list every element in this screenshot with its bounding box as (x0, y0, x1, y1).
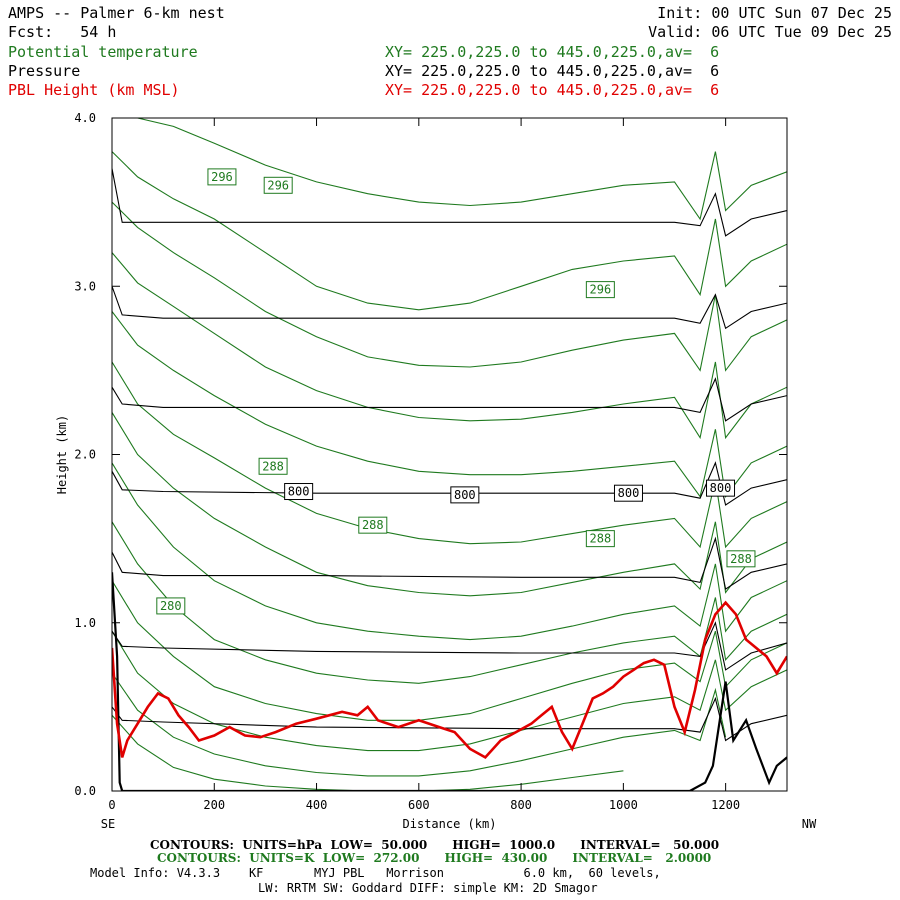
contour-label-box-2 (585, 281, 615, 299)
footer-pressure-contours: CONTOURS: UNITS=hPa LOW= 50.000 HIGH= 10… (150, 838, 720, 852)
contour-label-box-0 (207, 168, 237, 186)
x-tick-label-1: 200 (203, 798, 225, 812)
x-tick-label-5: 1000 (609, 798, 638, 812)
field-name-pressure: Pressure (8, 62, 81, 80)
contour-label-box-5 (585, 530, 615, 548)
pressure-isobars (112, 168, 787, 742)
y-tick-label-0: 0.0 (74, 784, 96, 798)
contour-label-3: 288 (258, 457, 288, 475)
contour-label-5: 288 (585, 530, 615, 548)
nw-end-label: NW (802, 817, 817, 831)
contour-label-2: 296 (585, 281, 615, 299)
x-tick-label-6: 1200 (711, 798, 740, 812)
contour-label-box-7 (156, 597, 186, 615)
pbl-height-path (112, 600, 787, 760)
theta-line-0 (112, 118, 787, 221)
contour-label-box-11 (706, 479, 736, 497)
isobar-line-3 (112, 461, 787, 506)
theta-line-7 (112, 462, 787, 641)
contour-label-9: 800 (450, 486, 480, 504)
contour-label-text-7: 280 (160, 599, 182, 613)
theta-line-2 (112, 201, 787, 372)
contour-label-11: 800 (706, 479, 736, 497)
x-tick-label-3: 600 (408, 798, 430, 812)
theta-line-6 (112, 412, 787, 597)
contour-label-1: 296 (263, 176, 293, 194)
field-name-pbl: PBL Height (km MSL) (8, 81, 180, 99)
contour-label-8: 800 (284, 483, 314, 501)
y-axis-label: Height (km) (55, 415, 69, 494)
theta-line-4 (112, 311, 787, 498)
x-tick-label-0: 0 (108, 798, 115, 812)
theta-line-9 (112, 580, 787, 721)
contour-label-box-10 (613, 484, 643, 502)
se-end-label: SE (101, 817, 115, 831)
contour-label-text-3: 288 (262, 459, 284, 473)
y-tick-label-2: 2.0 (74, 448, 96, 462)
isobar-line-4 (112, 536, 787, 591)
contour-label-6: 288 (726, 550, 756, 568)
contour-label-box-6 (726, 550, 756, 568)
field-xy-pressure: XY= 225.0,225.0 to 445.0,225.0,av= 6 (385, 62, 720, 80)
contour-label-text-9: 800 (454, 488, 476, 502)
contour-label-7: 280 (156, 597, 186, 615)
contour-label-box-3 (258, 457, 288, 475)
contour-label-text-10: 800 (618, 486, 640, 500)
theta-line-10 (112, 630, 787, 752)
isobar-line-1 (112, 286, 787, 330)
theta-isentropes (112, 118, 787, 791)
x-tick-label-2: 400 (306, 798, 328, 812)
contour-label-text-6: 288 (730, 552, 752, 566)
y-tick-label-1: 1.0 (74, 616, 96, 630)
field-name-theta: Potential temperature (8, 43, 198, 61)
pbl-height-line (112, 600, 787, 760)
contour-label-box-1 (263, 176, 293, 194)
terrain-line (112, 572, 787, 791)
contour-label-10: 800 (613, 484, 643, 502)
axes: 0.0 1.0 2.0 3.0 4.0 0 200 400 600 800 1000 1200 (74, 111, 787, 812)
y-tick-label-4: 4.0 (74, 111, 96, 125)
y-tick-label-3: 3.0 (74, 279, 96, 293)
contour-label-text-11: 800 (710, 481, 732, 495)
theta-line-3 (112, 252, 787, 440)
contour-label-text-1: 296 (267, 178, 289, 192)
contour-label-text-8: 800 (288, 485, 310, 499)
chart-title: AMPS -- Palmer 6-km nest (8, 4, 225, 22)
footer-model-info-2: LW: RRTM SW: Goddard DIFF: simple KM: 2D… (258, 881, 598, 895)
valid-time: Valid: 06 UTC Tue 09 Dec 25 (648, 23, 892, 41)
forecast-hour: Fcst: 54 h (8, 23, 117, 41)
isobar-line-0 (112, 168, 787, 237)
contour-label-0: 296 (207, 168, 237, 186)
theta-line-1 (112, 151, 787, 311)
isobar-line-6 (112, 696, 787, 742)
contour-label-text-2: 296 (590, 283, 612, 297)
contour-label-text-0: 296 (211, 170, 233, 184)
field-xy-theta: XY= 225.0,225.0 to 445.0,225.0,av= 6 (385, 43, 720, 61)
terrain-path (112, 572, 787, 791)
contour-label-4: 288 (358, 516, 388, 534)
isobar-line-2 (112, 377, 787, 422)
contour-label-text-4: 288 (362, 518, 384, 532)
theta-line-11 (112, 672, 727, 777)
isobar-line-5 (112, 621, 787, 671)
theta-line-8 (112, 521, 787, 684)
contour-label-text-5: 288 (590, 532, 612, 546)
theta-line-5 (112, 361, 787, 549)
field-xy-pbl: XY= 225.0,225.0 to 445.0,225.0,av= 6 (385, 81, 720, 99)
contour-label-box-8 (284, 483, 314, 501)
x-tick-label-4: 800 (510, 798, 532, 812)
footer-theta-contours: CONTOURS: UNITS=K LOW= 272.00 HIGH= 430.… (157, 851, 712, 865)
contour-label-box-4 (358, 516, 388, 534)
contour-label-box-9 (450, 486, 480, 504)
init-time: Init: 00 UTC Sun 07 Dec 25 (657, 4, 892, 22)
footer-model-info-1: Model Info: V4.3.3 KF MYJ PBL Morrison 6… (90, 866, 661, 880)
x-axis-label: Distance (km) (403, 817, 497, 831)
contour-labels: 296 296 296 288 288 288 288 280 800 800 800 800 (156, 168, 756, 615)
